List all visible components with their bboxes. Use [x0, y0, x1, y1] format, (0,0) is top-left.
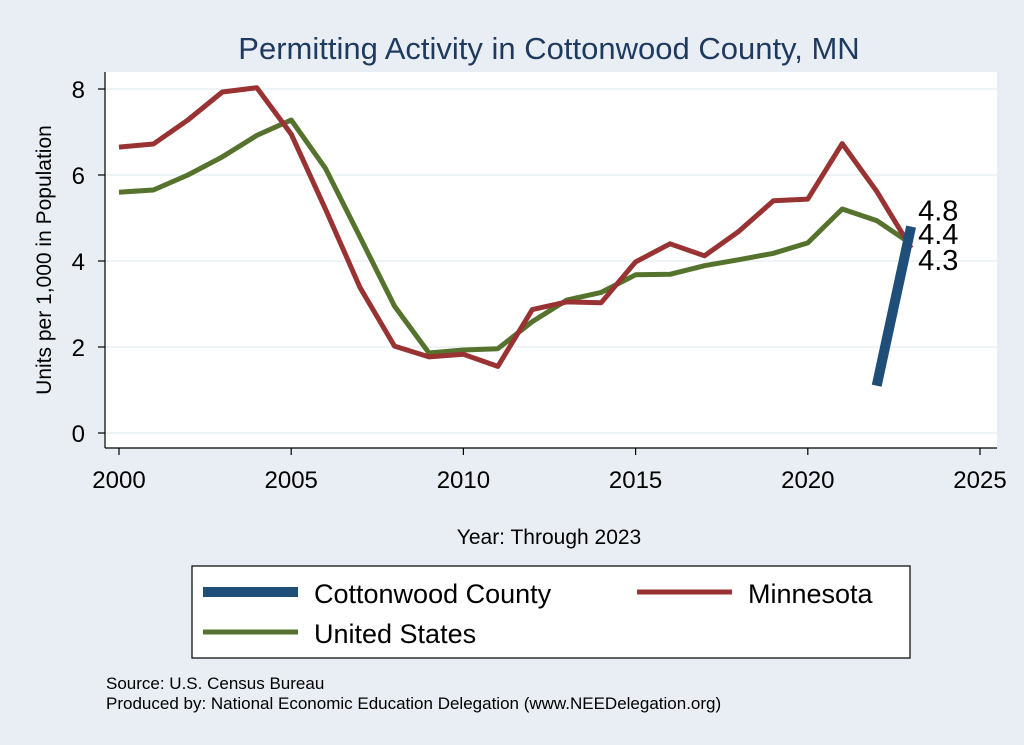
- series-line-minnesota: [118, 85, 914, 369]
- end-label-cottonwood-county: 4.8: [918, 196, 958, 228]
- plot-area: [105, 72, 997, 448]
- x-tick-label-2005: 2005: [265, 467, 318, 494]
- x-tick-label-2015: 2015: [609, 467, 662, 494]
- y-tick-label-4: 4: [72, 249, 85, 276]
- x-tick-label-2010: 2010: [437, 467, 490, 494]
- axes: 0 2 4 6 8 2000 2005 2010 2015 2020 2025: [72, 72, 1007, 494]
- source-note: Source: U.S. Census Bureau: [106, 674, 324, 693]
- legend: Cottonwood County Minnesota United State…: [191, 565, 911, 659]
- x-tick-label-2020: 2020: [781, 467, 834, 494]
- y-tick-label-2: 2: [72, 335, 85, 362]
- end-label-minnesota: 4.3: [918, 245, 958, 277]
- y-tick-label-0: 0: [72, 421, 85, 448]
- x-tick-label-2025: 2025: [953, 467, 1006, 494]
- legend-box: [191, 565, 911, 659]
- legend-label-united-states: United States: [314, 619, 476, 649]
- series-layer: [118, 85, 916, 387]
- y-tick-label-8: 8: [72, 77, 85, 104]
- value-labels: 4.8 4.34.4: [918, 196, 958, 278]
- legend-label-cottonwood: Cottonwood County: [314, 579, 552, 609]
- series-line-cottonwood-county: [871, 225, 916, 387]
- x-axis-label: Year: Through 2023: [457, 526, 642, 549]
- chart-title: Permitting Activity in Cottonwood County…: [238, 31, 859, 66]
- legend-label-minnesota: Minnesota: [748, 579, 874, 609]
- producer-note: Produced by: National Economic Education…: [106, 694, 721, 713]
- y-axis-label: Units per 1,000 in Population: [33, 125, 56, 395]
- end-label-united-states: 4.4: [918, 219, 958, 251]
- x-tick-label-2000: 2000: [92, 467, 145, 494]
- y-tick-label-6: 6: [72, 163, 85, 190]
